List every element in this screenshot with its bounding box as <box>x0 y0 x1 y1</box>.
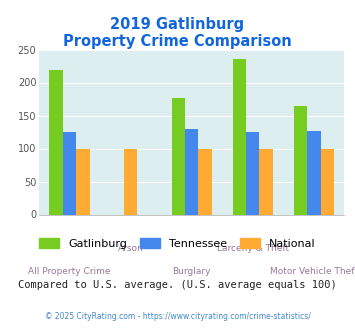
Bar <box>76 148 90 214</box>
Text: Motor Vehicle Theft: Motor Vehicle Theft <box>270 267 355 276</box>
Bar <box>294 106 307 214</box>
Bar <box>49 70 63 214</box>
Bar <box>307 131 321 214</box>
Text: Compared to U.S. average. (U.S. average equals 100): Compared to U.S. average. (U.S. average … <box>18 280 337 290</box>
Bar <box>321 148 334 214</box>
Text: Larceny & Theft: Larceny & Theft <box>217 244 289 253</box>
Text: 2019 Gatlinburg: 2019 Gatlinburg <box>110 17 245 32</box>
Legend: Gatlinburg, Tennessee, National: Gatlinburg, Tennessee, National <box>34 234 321 253</box>
Text: All Property Crime: All Property Crime <box>28 267 111 276</box>
Bar <box>198 148 212 214</box>
Bar <box>185 129 198 214</box>
Text: Burglary: Burglary <box>173 267 211 276</box>
Text: Arson: Arson <box>118 244 143 253</box>
Text: Property Crime Comparison: Property Crime Comparison <box>63 34 292 49</box>
Bar <box>233 59 246 214</box>
Bar <box>260 148 273 214</box>
Text: © 2025 CityRating.com - https://www.cityrating.com/crime-statistics/: © 2025 CityRating.com - https://www.city… <box>45 312 310 321</box>
Bar <box>171 98 185 214</box>
Bar <box>124 148 137 214</box>
Bar <box>63 132 76 214</box>
Bar <box>246 132 260 214</box>
